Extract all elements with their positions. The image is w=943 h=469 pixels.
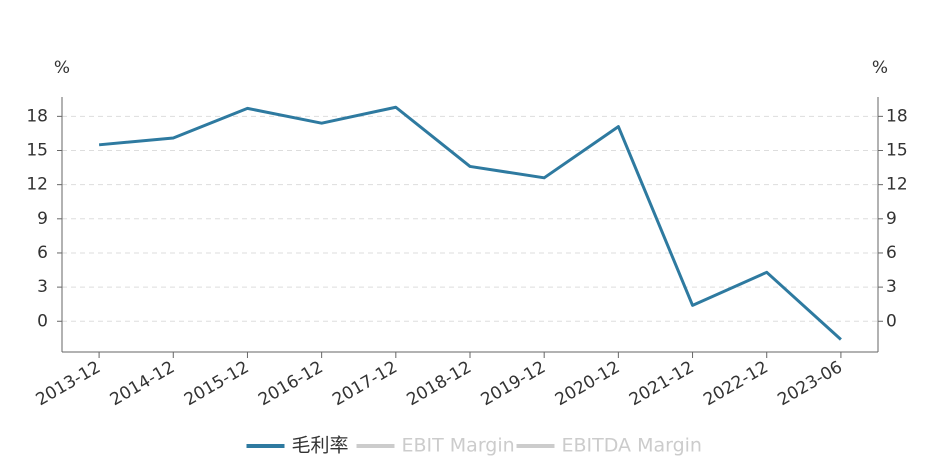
x-tick-label: 2017-12 — [329, 357, 401, 410]
y-tick-label: 15 — [26, 141, 48, 161]
legend-label[interactable]: EBIT Margin — [402, 435, 515, 457]
y-tick-label: 12 — [26, 175, 48, 195]
x-tick-label: 2020-12 — [552, 357, 624, 410]
x-tick-label: 2022-12 — [700, 357, 772, 410]
y-tick-label: 0 — [37, 311, 48, 331]
y-tick-label: 3 — [37, 277, 48, 297]
y2-tick-label: 6 — [886, 243, 897, 263]
y-tick-label: 9 — [37, 209, 48, 229]
x-tick-label: 2013-12 — [33, 357, 105, 410]
y2-tick-label: 3 — [886, 277, 897, 297]
series-line — [98, 105, 842, 341]
x-tick-label: 2023-06 — [774, 357, 846, 410]
x-tick-label: 2019-12 — [478, 357, 550, 410]
legend-label[interactable]: 毛利率 — [292, 435, 349, 457]
x-tick-label: 2015-12 — [181, 357, 253, 410]
y2-tick-label: 12 — [886, 175, 908, 195]
y2-tick-label: 9 — [886, 209, 897, 229]
y2-tick-label: 15 — [886, 141, 908, 161]
y-tick-label: 18 — [26, 106, 48, 126]
y2-tick-label: 0 — [886, 311, 897, 331]
x-tick-label: 2021-12 — [626, 357, 698, 410]
x-tick-label: 2018-12 — [403, 357, 475, 410]
x-tick-label: 2016-12 — [255, 357, 327, 410]
x-tick-label: 2014-12 — [107, 357, 179, 410]
y-axis-label: % — [54, 58, 70, 78]
y2-axis-label: % — [872, 58, 888, 78]
y-tick-label: 6 — [37, 243, 48, 263]
y2-tick-label: 18 — [886, 106, 908, 126]
legend-label[interactable]: EBITDA Margin — [562, 435, 702, 457]
